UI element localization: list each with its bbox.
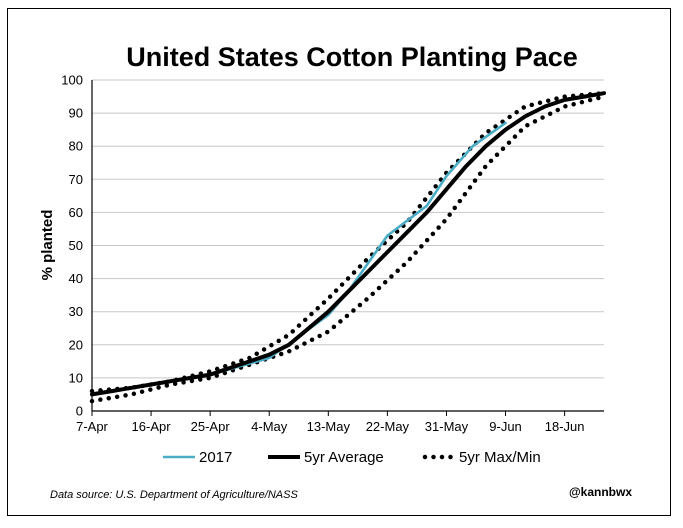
x-tick-labels: 7-Apr 16-Apr 25-Apr 4-May 13-May 22-May 31-May… [76, 411, 584, 434]
y-tick-label: 10 [69, 370, 83, 385]
gridlines [92, 79, 604, 379]
chart-frame [7, 8, 671, 516]
y-tick-label: 20 [69, 337, 83, 352]
chart-title: United States Cotton Planting Pace [126, 42, 578, 72]
series-layer [89, 90, 607, 404]
legend: 2017 5yr Average 5yr Max/Min [163, 449, 541, 466]
y-tick-label: 40 [69, 271, 83, 286]
y-tick-label: 50 [69, 238, 83, 253]
legend-label: 5yr Max/Min [459, 449, 541, 466]
x-tick-label: 13-May [307, 419, 351, 434]
series-5yr-max-line [89, 90, 607, 394]
y-tick-labels: 0 10 20 30 40 50 60 70 80 90 100 [61, 73, 83, 419]
x-tick-label: 7-Apr [76, 419, 108, 434]
y-tick-label: 90 [69, 106, 83, 121]
x-tick-label: 16-Apr [132, 419, 172, 434]
x-tick-label: 4-May [251, 419, 288, 434]
series-5yr-average-line [90, 91, 606, 397]
series-2017-line [90, 121, 507, 396]
x-tick-label: 31-May [425, 419, 469, 434]
y-tick-label: 0 [76, 404, 83, 419]
legend-item-2017: 2017 [163, 449, 232, 466]
twitter-handle: @kannbwx [569, 485, 632, 499]
x-tick-label: 18-Jun [545, 419, 585, 434]
legend-item-5yr-average: 5yr Average [268, 449, 384, 466]
x-tick-label: 22-May [366, 419, 410, 434]
y-tick-label: 80 [69, 139, 83, 154]
source-note: Data source: U.S. Department of Agricult… [50, 489, 298, 501]
legend-item-5yr-max-min: 5yr Max/Min [422, 449, 541, 466]
y-tick-label: 70 [69, 172, 83, 187]
y-axis-label: % planted [39, 210, 56, 281]
y-tick-label: 60 [69, 205, 83, 220]
y-tick-label: 100 [61, 73, 83, 88]
x-tick-label: 25-Apr [191, 419, 231, 434]
x-tick-label: 9-Jun [489, 419, 522, 434]
y-tick-label: 30 [69, 304, 83, 319]
legend-label: 2017 [199, 449, 232, 466]
plot-area [91, 80, 604, 412]
series-5yr-min-line [89, 94, 607, 404]
legend-label: 5yr Average [304, 449, 384, 466]
